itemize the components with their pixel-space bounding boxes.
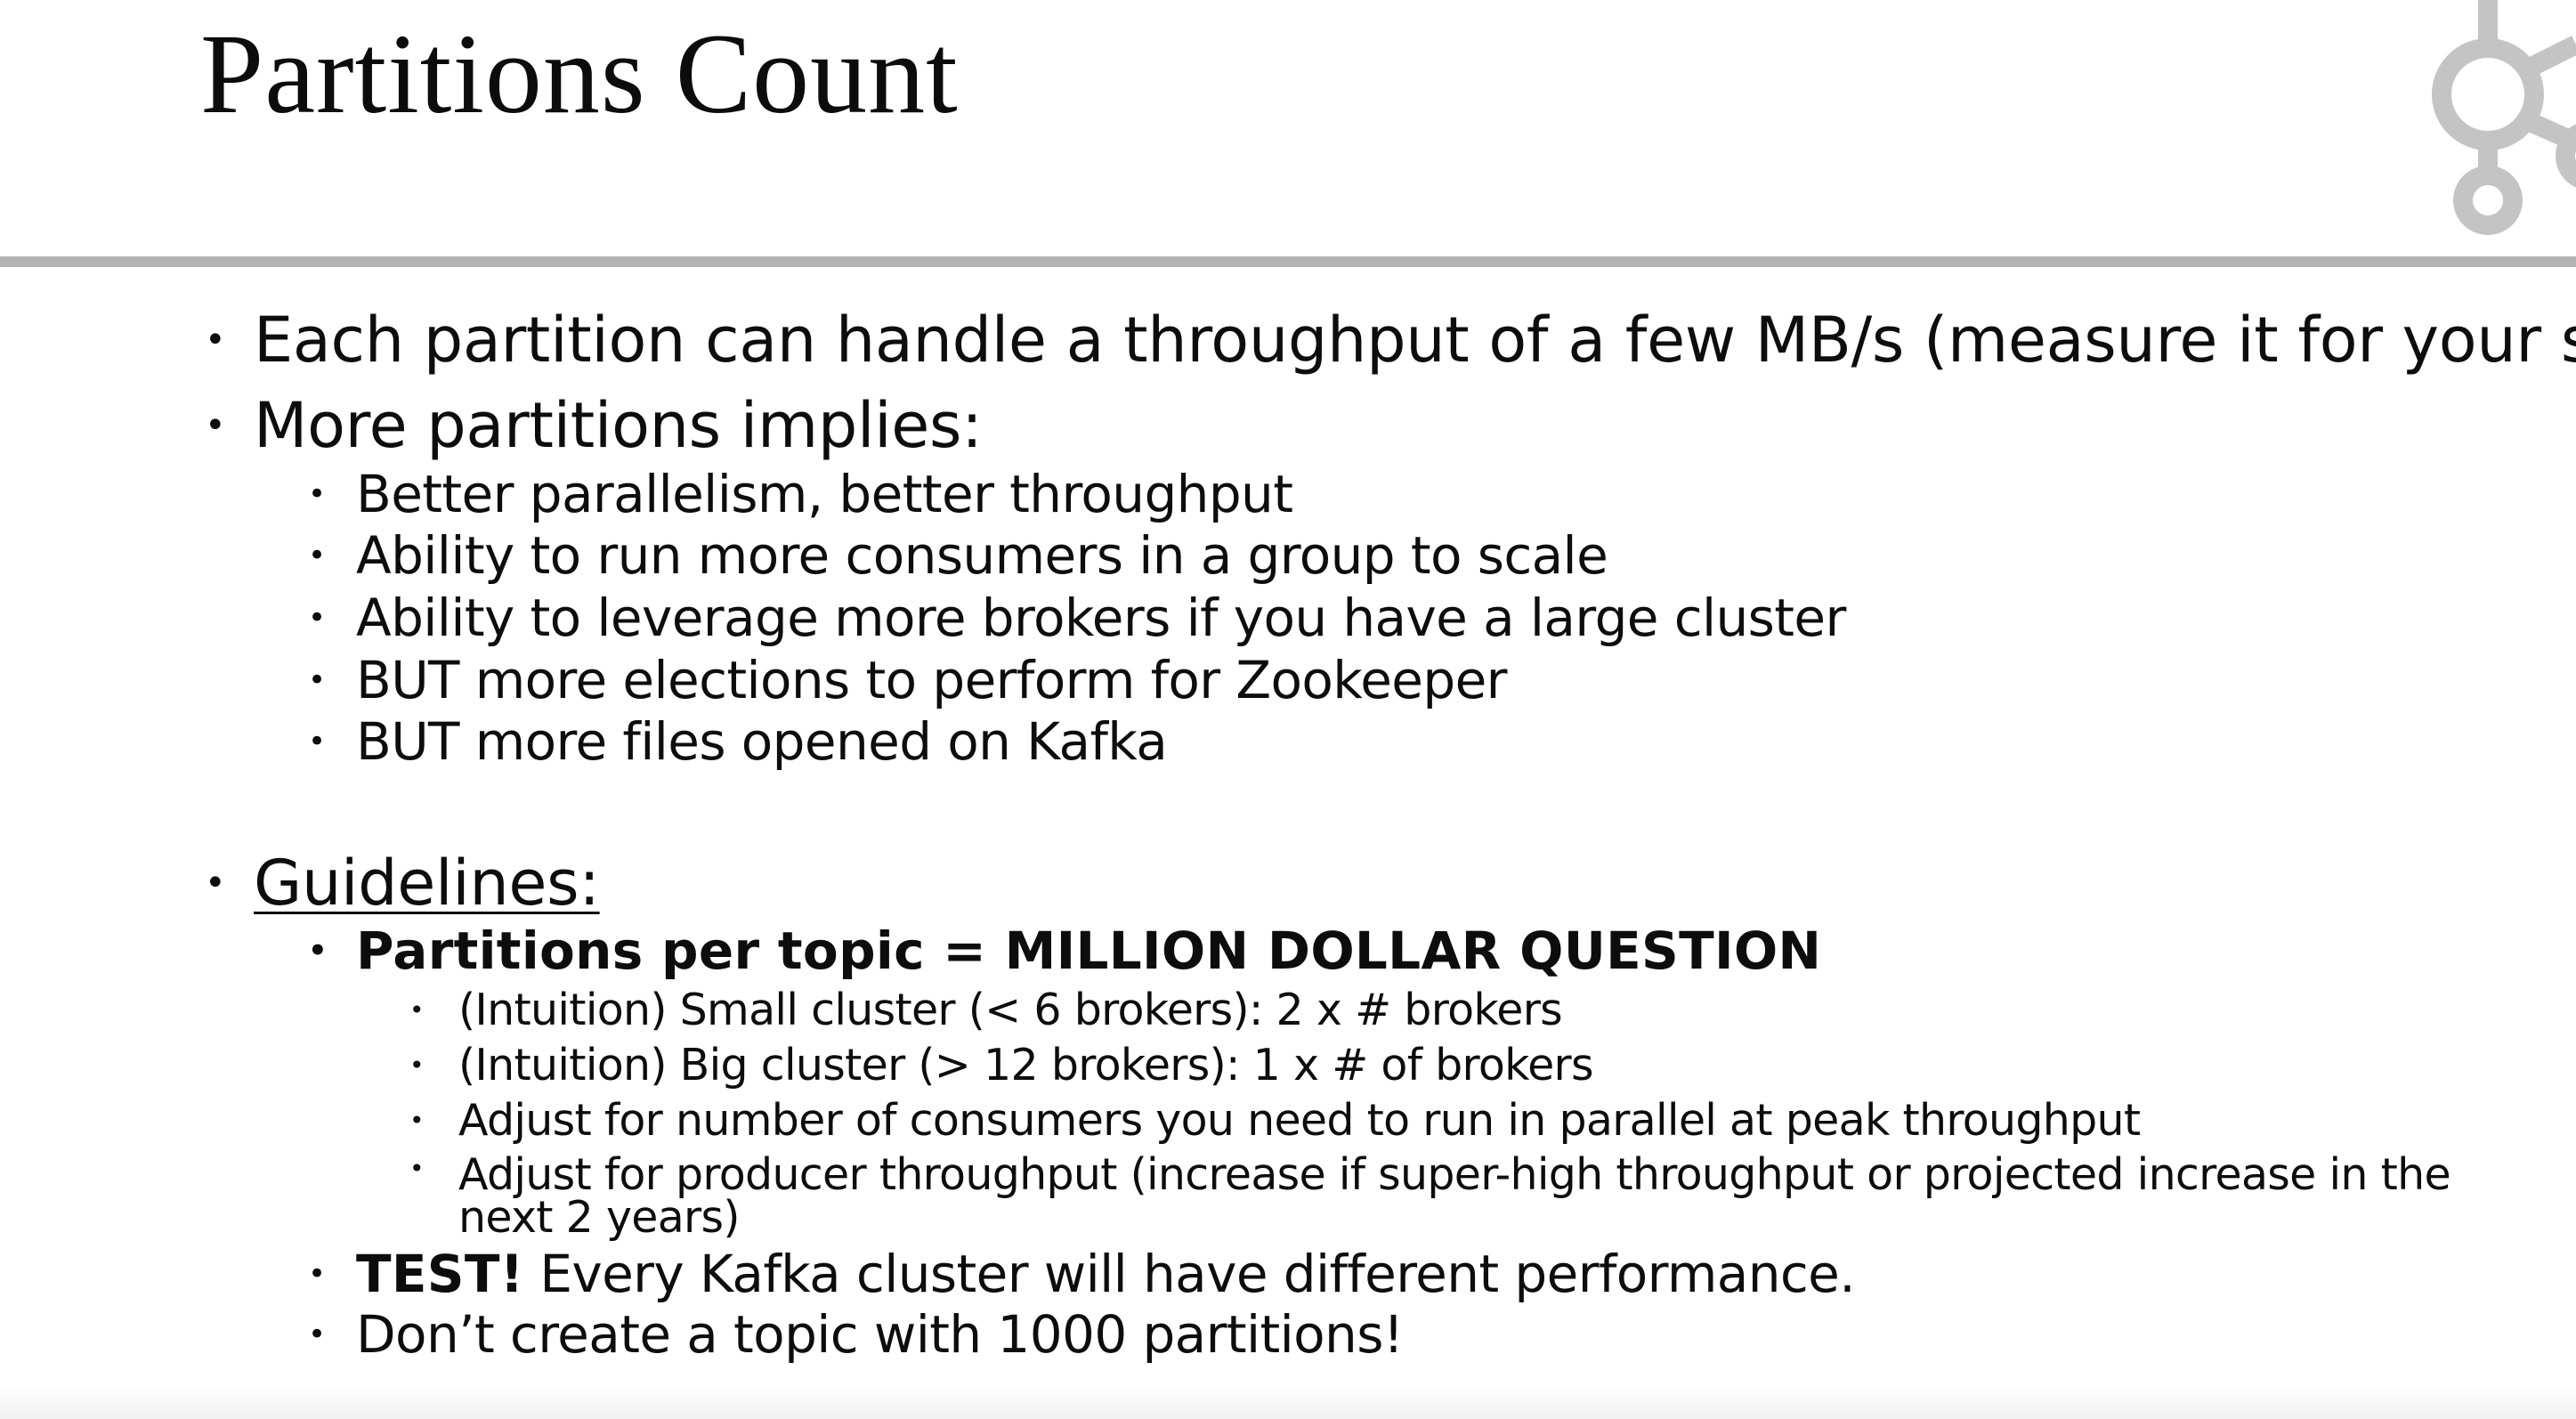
bullet-dot: •	[308, 662, 326, 698]
bullet-throughput: • Each partition can handle a throughput…	[205, 300, 2576, 380]
bullet-dot: •	[308, 600, 326, 636]
detail-consumers: • Adjust for number of consumers you nee…	[409, 1093, 2141, 1148]
bullet-dot: •	[409, 1050, 425, 1080]
bullet-text: Don’t create a topic with 1000 partition…	[356, 1304, 1404, 1365]
bullet-text: Ability to leverage more brokers if you …	[356, 588, 1846, 648]
bullet-text: Adjust for number of consumers you need …	[458, 1095, 2141, 1146]
title-divider	[0, 256, 2576, 267]
bullet-dot: •	[409, 1106, 425, 1135]
bullet-guidelines: • Guidelines:	[205, 843, 600, 923]
bullet-text: Better parallelism, better throughput	[356, 464, 1293, 524]
bullet-more-partitions: • More partitions implies:	[205, 385, 983, 466]
bullet-text: BUT more elections to perform for Zookee…	[356, 650, 1508, 710]
kafka-logo-icon	[2432, 0, 2576, 235]
bullet-text: Ability to run more consumers in a group…	[356, 525, 1608, 586]
test-rest-text: Every Kafka cluster will have different …	[523, 1244, 1856, 1304]
bullet-dot: •	[205, 320, 226, 361]
detail-producer: • Adjust for producer throughput (increa…	[409, 1153, 2452, 1239]
bullet-dot: •	[308, 538, 326, 573]
bullet-dot: •	[308, 724, 326, 759]
bullet-text: BUT more files opened on Kafka	[356, 711, 1168, 772]
bullet-dot: •	[409, 995, 425, 1025]
bullet-text: Guidelines:	[254, 847, 600, 920]
sub-bullet-test: • TEST! Every Kafka cluster will have di…	[308, 1241, 1856, 1307]
bottom-shadow	[0, 1383, 2576, 1419]
bullet-text: More partitions implies:	[254, 389, 983, 462]
bullet-dot: •	[308, 1256, 326, 1292]
bullet-dot: •	[205, 405, 226, 446]
sub-bullet-parallelism: • Better parallelism, better throughput	[308, 461, 1293, 527]
detail-big-cluster: • (Intuition) Big cluster (> 12 brokers)…	[409, 1038, 1594, 1093]
bullet-text: Adjust for producer throughput (increase…	[458, 1149, 2451, 1243]
bullet-text: Partitions per topic = MILLION DOLLAR QU…	[356, 920, 1822, 981]
sub-bullet-files: • BUT more files opened on Kafka	[308, 709, 1168, 774]
slide-title: Partitions Count	[200, 11, 959, 137]
bullet-text: (Intuition) Big cluster (> 12 brokers): …	[458, 1040, 1594, 1091]
sub-bullet-brokers: • Ability to leverage more brokers if yo…	[308, 585, 1846, 651]
detail-small-cluster: • (Intuition) Small cluster (< 6 brokers…	[409, 983, 1563, 1038]
bullet-dot: •	[308, 1317, 326, 1352]
sub-bullet-consumers: • Ability to run more consumers in a gro…	[308, 523, 1608, 588]
bullet-text: (Intuition) Small cluster (< 6 brokers):…	[458, 985, 1563, 1035]
sub-bullet-elections: • BUT more elections to perform for Zook…	[308, 647, 1508, 713]
sub-bullet-million-dollar: • Partitions per topic = MILLION DOLLAR …	[308, 918, 1822, 984]
bullet-text: Each partition can handle a throughput o…	[254, 304, 2576, 377]
bullet-dot: •	[205, 863, 226, 904]
test-bold-text: TEST!	[356, 1244, 524, 1304]
sub-bullet-dont-create: • Don’t create a topic with 1000 partiti…	[308, 1301, 1404, 1367]
bullet-dot: •	[409, 1154, 425, 1183]
bullet-dot: •	[308, 933, 328, 969]
bullet-dot: •	[308, 476, 326, 512]
